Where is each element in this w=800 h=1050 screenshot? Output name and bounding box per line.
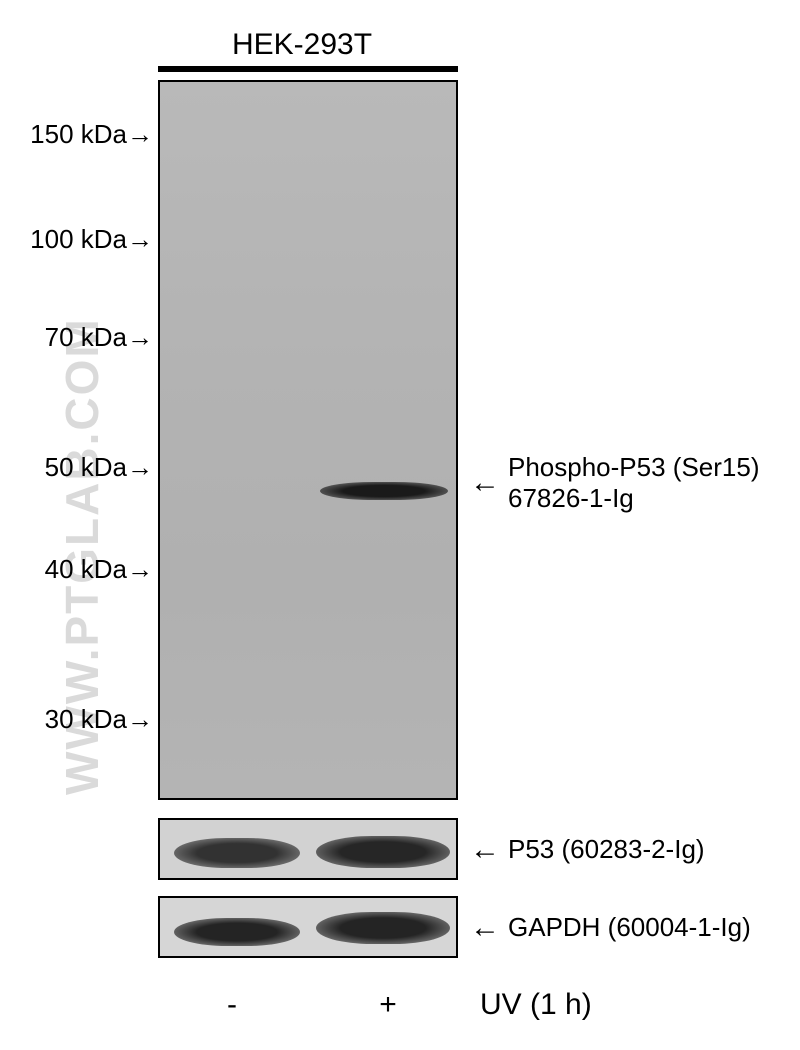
gapdh-annotation: ← GAPDH (60004-1-Ig) [470, 912, 751, 943]
p53-annotation-text: P53 (60283-2-Ig) [508, 834, 705, 865]
annotation-text-block: Phospho-P53 (Ser15) 67826-1-Ig [508, 452, 759, 514]
sample-label-bar [158, 66, 458, 72]
blot-band [174, 838, 300, 868]
annotation-line1: Phospho-P53 (Ser15) [508, 452, 759, 483]
lane1-treatment: - [222, 988, 242, 1022]
p53-blot-panel [158, 818, 458, 880]
mw-marker: 30 kDa→ [8, 704, 153, 735]
blot-band [320, 482, 448, 500]
arrow-left-icon: ← [470, 835, 500, 865]
main-blot-panel [158, 80, 458, 800]
gapdh-blot-panel [158, 896, 458, 958]
arrow-left-icon: ← [470, 468, 500, 498]
blot-band [174, 918, 300, 946]
western-blot-figure: HEK-293T WWW.PTGLAB.COM 150 kDa→100 kDa→… [0, 0, 800, 1050]
annotation-line2: 67826-1-Ig [508, 483, 759, 514]
blot-band [316, 836, 450, 868]
mw-marker: 150 kDa→ [8, 119, 153, 150]
p53-annotation: ← P53 (60283-2-Ig) [470, 834, 705, 865]
lane2-treatment: + [378, 988, 398, 1022]
mw-marker: 40 kDa→ [8, 554, 153, 585]
mw-marker: 50 kDa→ [8, 452, 153, 483]
treatment-condition: UV (1 h) [480, 988, 592, 1022]
mw-marker: 100 kDa→ [8, 224, 153, 255]
phospho-p53-annotation: ← Phospho-P53 (Ser15) 67826-1-Ig [470, 452, 759, 514]
sample-label: HEK-293T [232, 28, 372, 62]
mw-marker: 70 kDa→ [8, 322, 153, 353]
gapdh-annotation-text: GAPDH (60004-1-Ig) [508, 912, 751, 943]
arrow-left-icon: ← [470, 913, 500, 943]
blot-band [316, 912, 450, 944]
